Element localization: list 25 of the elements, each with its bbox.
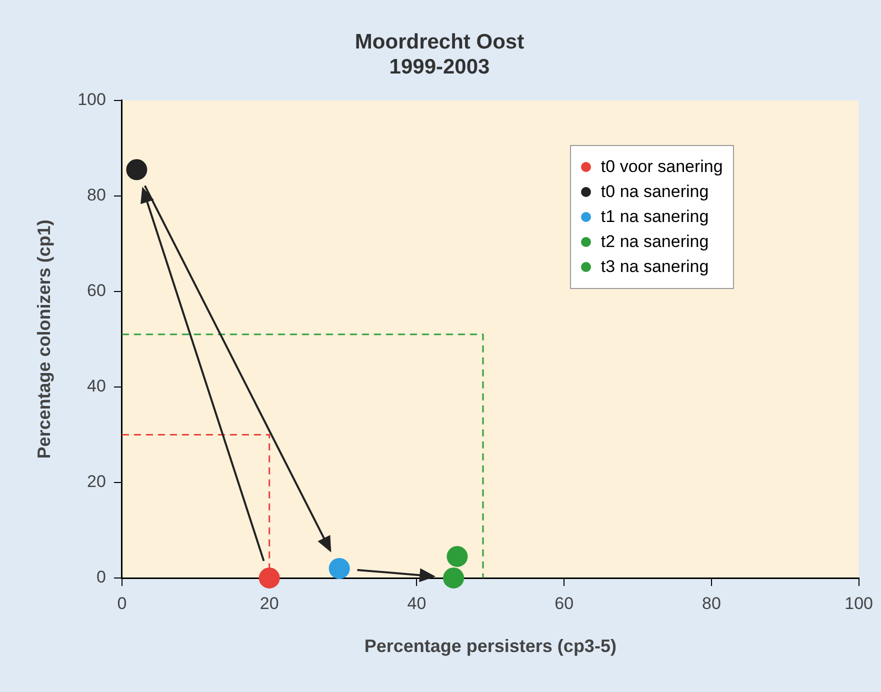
point [328, 558, 350, 579]
y-tick-label: 20 [87, 472, 106, 492]
x-axis-title: Percentage persisters (cp3-5) [364, 636, 616, 656]
legend-label: t2 na sanering [600, 232, 709, 252]
x-tick-label: 0 [117, 594, 127, 613]
legend-label: t1 na sanering [600, 207, 709, 228]
legend-label: t0 na sanering [600, 182, 709, 202]
x-tick-label: 60 [554, 594, 574, 613]
y-axis-title: Percentage colonizers (cp1) [34, 220, 54, 459]
x-tick-label: 40 [407, 594, 426, 613]
x-tick-label: 80 [702, 594, 721, 613]
point [446, 546, 468, 568]
point [258, 568, 280, 588]
chart-title: Moordrecht Oost 1999-2003 [354, 30, 524, 79]
legend-label: t0 voor sanering [600, 157, 723, 178]
y-tick-label: 100 [78, 90, 106, 110]
x-tick-label: 100 [844, 594, 874, 613]
y-tick-label: 0 [96, 568, 106, 587]
point [126, 159, 148, 180]
x-tick-label: 20 [260, 594, 279, 613]
y-tick-label: 40 [87, 376, 106, 396]
y-tick-label: 60 [87, 281, 106, 300]
legend-label: t3 na sanering [600, 257, 709, 278]
point [443, 568, 464, 588]
y-tick-label: 80 [87, 186, 106, 205]
